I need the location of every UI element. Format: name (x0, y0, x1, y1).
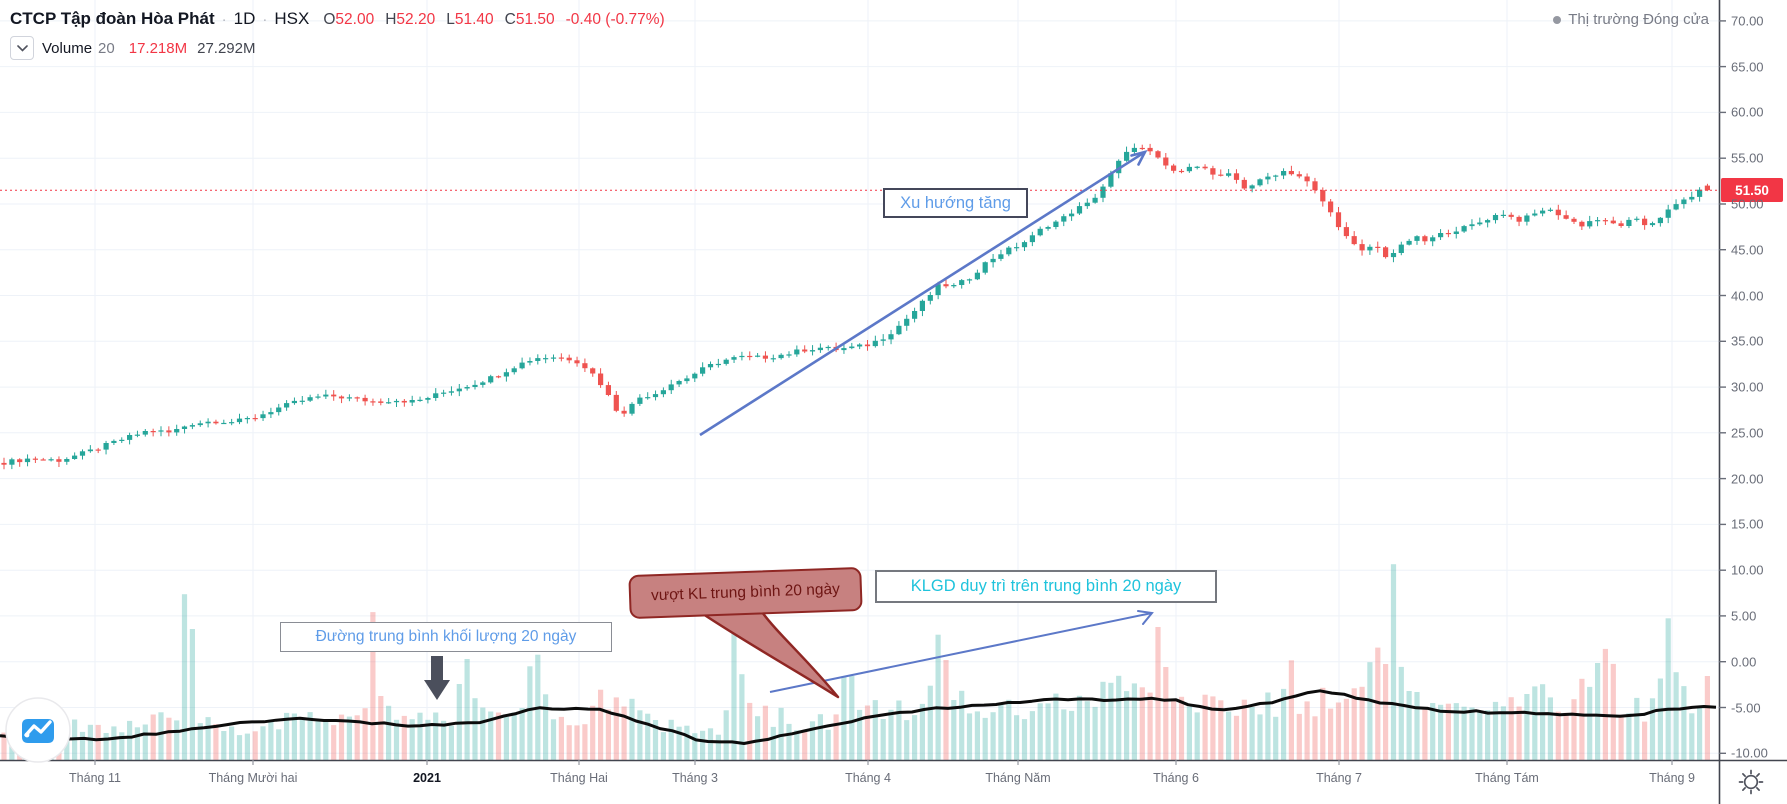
price-tick-label: 20.00 (1731, 471, 1764, 487)
price-tick-label: 70.00 (1731, 13, 1764, 29)
volume-ma-line[interactable] (0, 689, 1717, 745)
last-price-badge: 51.50 (1721, 178, 1783, 202)
annotation-klgd-label[interactable]: KLGD duy trì trên trung bình 20 ngày (875, 570, 1217, 603)
market-closed-dot-icon (1553, 15, 1562, 24)
time-tick-label: Tháng Tám (1475, 771, 1539, 785)
time-tick-label: Tháng 4 (845, 771, 891, 785)
interval-label[interactable]: 1D (233, 9, 256, 28)
volume-series (1, 564, 1710, 760)
open-value: 52.00 (335, 11, 375, 28)
time-tick-label: Tháng 9 (1649, 771, 1695, 785)
exchange-label[interactable]: HSX (274, 9, 310, 28)
price-tick-label: 25.00 (1731, 425, 1764, 441)
time-tick-label: Tháng Năm (985, 771, 1051, 785)
candle-wicks (3, 143, 1708, 470)
market-status: Thị trường Đóng cửa (1553, 11, 1709, 28)
trend-label-text: Xu hướng tăng (900, 193, 1011, 212)
time-tick-label: Tháng Hai (550, 771, 608, 785)
indicator-name[interactable]: Volume (42, 39, 93, 57)
volma-label-text: Đường trung bình khối lượng 20 ngày (315, 628, 577, 645)
time-tick-label: Tháng Mười hai (208, 771, 298, 785)
close-value: 51.50 (515, 11, 555, 28)
low-value: 51.40 (454, 11, 494, 28)
chevron-down-icon (16, 44, 28, 52)
price-tick-label: 60.00 (1731, 104, 1764, 120)
indicator-legend: Volume 20 17.218M 27.292M (10, 36, 255, 60)
price-tick-label: 55.00 (1731, 150, 1764, 166)
candlestick-series (1, 147, 1710, 465)
callout-tail[interactable] (698, 610, 840, 699)
broker-logo[interactable] (3, 695, 73, 765)
price-tick-label: 15.00 (1731, 516, 1764, 532)
annotation-trend-label[interactable]: Xu hướng tăng (883, 188, 1028, 218)
volume-arrow[interactable] (769, 610, 1154, 693)
klgd-label-text: KLGD duy trì trên trung bình 20 ngày (910, 577, 1182, 595)
high-value: 52.20 (396, 11, 436, 28)
gear-icon (1738, 769, 1764, 795)
separator-dot: · (221, 11, 227, 28)
symbol-title[interactable]: CTCP Tập đoàn Hòa Phát (10, 9, 215, 28)
callout-text: vượt KL trung bình 20 ngày (650, 580, 841, 605)
price-tick-label: 40.00 (1731, 288, 1764, 303)
price-tick-label: 5.00 (1731, 608, 1757, 624)
indicator-ma-value: 17.218M (128, 39, 188, 57)
grid-lines (0, 0, 1719, 760)
separator-dot: · (262, 11, 268, 28)
chart-mountain-icon (22, 719, 54, 743)
price-tick-label: 35.00 (1731, 333, 1764, 349)
time-tick-label: Tháng 6 (1153, 771, 1199, 785)
price-tick-label: 30.00 (1731, 379, 1764, 395)
legend-collapse-button[interactable] (10, 36, 34, 60)
indicator-length: 20 (98, 39, 115, 57)
price-tick-label: 10.00 (1731, 562, 1764, 578)
drawing-annotations[interactable] (424, 150, 1154, 700)
change-value: -0.40 (-0.77%) (565, 11, 665, 28)
indicator-volume-value: 27.292M (197, 39, 256, 57)
annotation-volma-label[interactable]: Đường trung bình khối lượng 20 ngày (280, 622, 612, 652)
symbol-legend: CTCP Tập đoàn Hòa Phát · 1D · HSX O52.00… (10, 9, 665, 29)
market-status-text: Thị trường Đóng cửa (1568, 11, 1709, 28)
ohlc-values: O52.00 H52.20 L51.40 C51.50 -0.40 (-0.77… (323, 11, 665, 28)
price-tick-label: -5.00 (1731, 700, 1761, 715)
annotation-callout[interactable]: vượt KL trung bình 20 ngày (628, 566, 863, 620)
price-tick-label: 50.00 (1731, 196, 1764, 212)
time-tick-label: 2021 (413, 771, 441, 785)
trend-arrow[interactable] (699, 150, 1148, 437)
down-arrow[interactable] (424, 656, 450, 700)
price-tick-label: 45.00 (1731, 242, 1764, 258)
price-tick-label: 0.00 (1731, 654, 1757, 670)
timescale-settings-button[interactable] (1733, 765, 1769, 799)
time-tick-label: Tháng 3 (672, 771, 718, 785)
price-tick-label: 65.00 (1731, 59, 1764, 75)
time-tick-label: Tháng 7 (1316, 771, 1362, 785)
time-tick-label: Tháng 11 (69, 771, 121, 785)
price-tick-label: -10.00 (1731, 745, 1768, 761)
